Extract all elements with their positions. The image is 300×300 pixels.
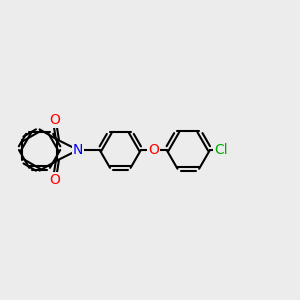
Text: O: O [148, 143, 159, 157]
Text: N: N [73, 143, 83, 157]
Text: Cl: Cl [214, 143, 228, 157]
Text: O: O [49, 173, 60, 187]
Text: O: O [49, 113, 60, 127]
